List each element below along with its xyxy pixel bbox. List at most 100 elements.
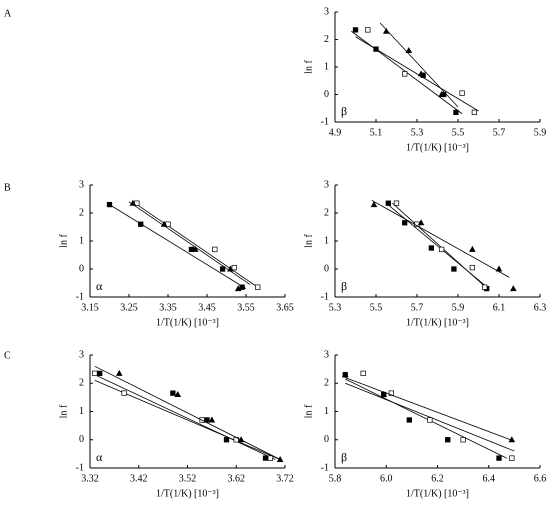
marker <box>393 200 400 206</box>
y-tick-label: 0 <box>79 434 84 445</box>
x-tick-label: 5.5 <box>452 127 465 138</box>
marker <box>352 27 359 33</box>
fit-line <box>109 204 247 289</box>
x-tick-label: 5.3 <box>329 302 342 313</box>
x-tick-label: 3.52 <box>179 473 197 484</box>
x-tick-label: 3.55 <box>237 302 255 313</box>
y-tick-label: 3 <box>79 179 84 190</box>
marker <box>115 369 123 376</box>
marker <box>509 455 515 461</box>
marker <box>267 455 274 461</box>
annotation: β <box>341 450 347 464</box>
marker <box>496 455 502 461</box>
x-tick-label: 5.8 <box>329 473 342 484</box>
panel-label: B <box>4 182 11 193</box>
fit-line <box>355 36 479 112</box>
y-tick-label: 1 <box>79 406 84 417</box>
marker <box>402 71 408 77</box>
marker <box>237 436 245 443</box>
y-tick-label: 3 <box>324 349 329 360</box>
panel-label: A <box>4 8 12 19</box>
y-tick-label: 2 <box>79 207 84 218</box>
x-tick-label: 3.65 <box>276 302 294 313</box>
x-tick-label: 3.32 <box>81 473 99 484</box>
marker <box>92 370 98 377</box>
marker <box>370 201 378 208</box>
y-tick-label: -1 <box>321 116 329 127</box>
x-tick-label: 6.4 <box>483 473 496 484</box>
marker <box>276 456 284 463</box>
marker <box>445 437 451 443</box>
x-axis-label: 1/T(1/K) [10⁻³] <box>156 488 219 499</box>
y-tick-label: 0 <box>79 263 84 274</box>
y-tick-label: 2 <box>324 34 329 45</box>
y-tick-label: 1 <box>324 61 329 72</box>
y-tick-label: 3 <box>324 6 329 17</box>
y-tick-label: 2 <box>324 207 329 218</box>
y-tick-label: 0 <box>324 89 329 100</box>
marker <box>227 265 234 272</box>
marker <box>405 47 413 53</box>
x-tick-label: 6.0 <box>380 473 393 484</box>
marker <box>106 201 113 208</box>
y-axis-label: ln f <box>303 234 314 248</box>
x-tick-label: 6.6 <box>534 473 547 484</box>
marker <box>460 437 466 443</box>
x-tick-label: 3.25 <box>120 302 138 313</box>
marker <box>192 245 199 252</box>
marker <box>417 70 425 77</box>
fit-line <box>94 365 281 460</box>
x-tick-label: 3.35 <box>159 302 177 313</box>
marker <box>360 370 366 377</box>
annotation: α <box>96 279 103 293</box>
marker <box>212 246 218 253</box>
marker <box>428 245 434 251</box>
marker <box>174 391 182 398</box>
y-tick-label: 3 <box>324 179 329 190</box>
marker <box>451 266 457 272</box>
x-tick-label: 6.2 <box>431 473 444 484</box>
x-tick-label: 3.72 <box>276 473 294 484</box>
x-axis-label: 1/T(1/K) [10⁻³] <box>156 317 219 328</box>
marker <box>231 264 237 271</box>
x-tick-label: 5.1 <box>370 127 383 138</box>
annotation: β <box>341 104 347 118</box>
marker <box>234 285 242 292</box>
marker <box>385 200 391 206</box>
y-tick-label: 3 <box>79 349 84 360</box>
marker <box>382 27 390 34</box>
y-axis-label: ln f <box>58 404 69 418</box>
y-tick-label: 1 <box>79 235 84 246</box>
marker <box>438 246 445 253</box>
marker <box>160 220 168 227</box>
fit-line <box>371 200 510 278</box>
fit-line <box>132 201 258 288</box>
y-tick-label: 2 <box>324 378 329 389</box>
marker <box>262 455 269 461</box>
x-tick-label: 6.3 <box>534 302 547 313</box>
y-tick-label: -1 <box>321 291 329 302</box>
fit-line <box>392 202 490 291</box>
marker <box>255 284 261 290</box>
marker <box>208 416 216 423</box>
fit-line <box>94 374 276 460</box>
x-tick-label: 5.7 <box>411 302 424 313</box>
y-tick-label: -1 <box>76 462 84 473</box>
marker <box>417 219 425 226</box>
marker <box>365 27 371 33</box>
marker <box>402 220 408 226</box>
marker <box>469 264 475 271</box>
fit-line <box>345 377 515 442</box>
y-tick-label: 0 <box>324 263 329 274</box>
marker <box>170 390 176 396</box>
marker <box>495 265 503 272</box>
x-tick-label: 5.9 <box>534 127 547 138</box>
marker <box>388 390 395 396</box>
marker <box>341 371 349 378</box>
marker <box>223 437 230 443</box>
x-tick-label: 4.9 <box>329 127 342 138</box>
marker <box>459 90 465 96</box>
x-tick-label: 5.3 <box>411 127 424 138</box>
x-tick-label: 5.7 <box>493 127 506 138</box>
x-tick-label: 3.62 <box>228 473 246 484</box>
